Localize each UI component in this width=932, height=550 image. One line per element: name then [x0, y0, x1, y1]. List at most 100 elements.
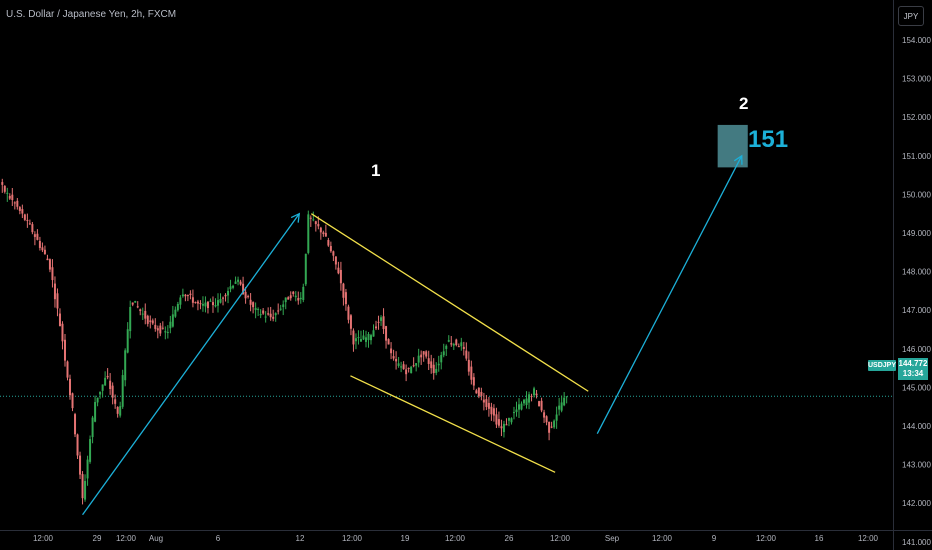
time-tick-label: Aug [149, 534, 163, 543]
candle [528, 391, 531, 410]
price-tick-label: 144.000 [902, 422, 931, 431]
time-tick-label: 12:00 [33, 534, 54, 543]
candle [545, 415, 548, 426]
candle [161, 321, 164, 330]
projection-arrow [596, 155, 743, 435]
candle [74, 412, 77, 438]
candle [3, 185, 6, 194]
candle [307, 210, 310, 255]
candle [415, 363, 418, 372]
time-tick-label: 12:00 [445, 534, 466, 543]
time-tick-label: Sep [605, 534, 620, 543]
candle [139, 308, 142, 316]
candle [104, 371, 107, 387]
arrow-head [733, 154, 743, 165]
candle [131, 302, 134, 307]
candle [89, 435, 92, 464]
candle [395, 351, 398, 370]
candle [515, 401, 518, 417]
candle [380, 315, 383, 326]
candle [116, 406, 119, 418]
candle [548, 421, 551, 441]
candle [450, 336, 453, 347]
time-tick-label: 12 [296, 534, 305, 543]
candle [337, 261, 340, 275]
candle [407, 367, 410, 373]
candle [171, 305, 174, 328]
candle [502, 420, 505, 438]
candle [219, 293, 222, 304]
price-tick-label: 151.000 [902, 152, 931, 161]
candle [472, 373, 475, 390]
candle [96, 397, 99, 407]
candle [387, 338, 390, 345]
candle [274, 312, 277, 322]
candle [174, 306, 177, 318]
candle [292, 290, 295, 297]
price-tick-label: 147.000 [902, 306, 931, 315]
candle [460, 337, 463, 351]
candle [342, 282, 345, 306]
candle [249, 293, 252, 312]
candle [304, 253, 307, 287]
candle [111, 382, 114, 405]
candle [480, 387, 483, 401]
candle [121, 369, 124, 409]
price-tick-label: 148.000 [902, 268, 931, 277]
candle [510, 417, 513, 425]
last-price-badge: 144.772 13:34 [898, 358, 928, 380]
price-tick-label: 142.000 [902, 499, 931, 508]
currency-button[interactable]: JPY [898, 6, 924, 26]
candle [129, 300, 132, 339]
candle [51, 259, 54, 288]
candle [465, 342, 468, 361]
candle [227, 287, 230, 304]
time-tick-label: 16 [815, 534, 824, 543]
candle [84, 474, 87, 502]
candlestick-series [1, 178, 568, 505]
price-tick-label: 146.000 [902, 345, 931, 354]
candle [385, 325, 388, 349]
last-price-value: 144.772 [898, 359, 928, 368]
candle [329, 241, 332, 253]
time-tick-label: 12:00 [756, 534, 777, 543]
candle [267, 307, 270, 316]
candle [79, 451, 82, 480]
candle [492, 404, 495, 422]
candle [257, 307, 260, 317]
candle [33, 231, 36, 246]
candle [58, 308, 61, 327]
price-tick-label: 143.000 [902, 461, 931, 470]
candle [136, 301, 139, 309]
candle [357, 330, 360, 345]
candle [134, 300, 137, 303]
candle [11, 187, 14, 207]
candle [324, 224, 327, 237]
candle [191, 289, 194, 308]
candle [272, 309, 275, 322]
price-tick-label: 153.000 [902, 75, 931, 84]
candle [186, 294, 189, 302]
candle [99, 391, 102, 399]
candle [560, 395, 563, 413]
candle [553, 419, 556, 429]
candle [46, 254, 49, 261]
candle [442, 343, 445, 358]
candle [126, 322, 129, 354]
candle [119, 401, 122, 418]
candle [86, 455, 89, 486]
candle [322, 230, 325, 237]
candle [21, 204, 24, 219]
candle [445, 344, 448, 356]
time-tick-label: 19 [401, 534, 410, 543]
price-tick-label: 150.000 [902, 190, 931, 199]
candle [525, 391, 528, 409]
time-tick-label: 12:00 [116, 534, 137, 543]
candle [1, 178, 4, 193]
candle [66, 360, 69, 381]
candle [63, 333, 66, 367]
candle [377, 315, 380, 330]
time-tick-label: 12:00 [652, 534, 673, 543]
candle [224, 293, 227, 302]
